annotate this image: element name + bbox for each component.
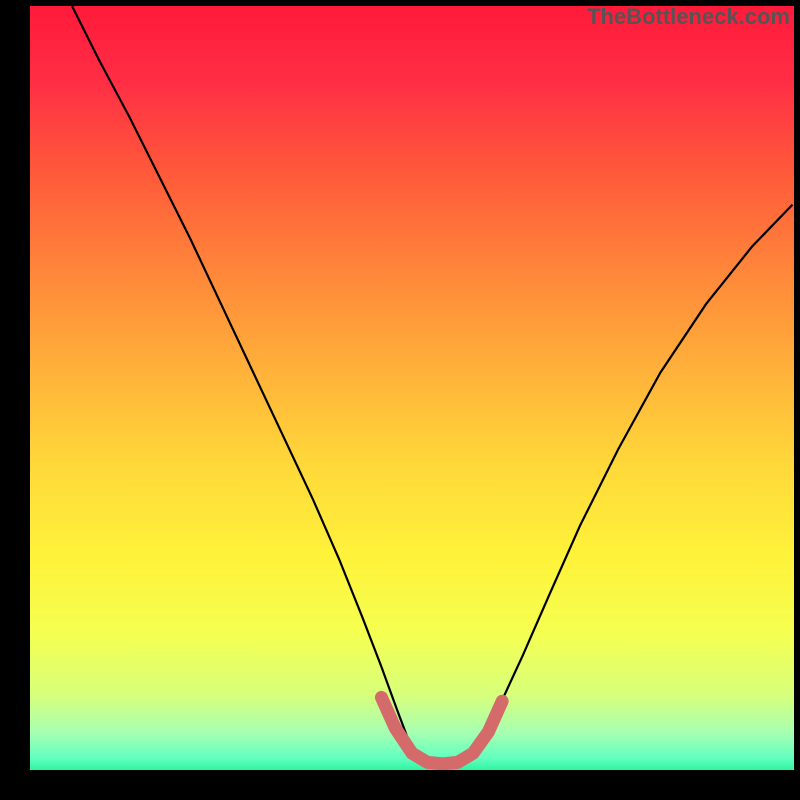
curve-overlay (30, 6, 794, 770)
watermark-text: TheBottleneck.com (587, 4, 790, 30)
bottleneck-curve (72, 6, 792, 768)
optimal-zone-highlight (381, 697, 502, 763)
plot-area (30, 6, 794, 770)
